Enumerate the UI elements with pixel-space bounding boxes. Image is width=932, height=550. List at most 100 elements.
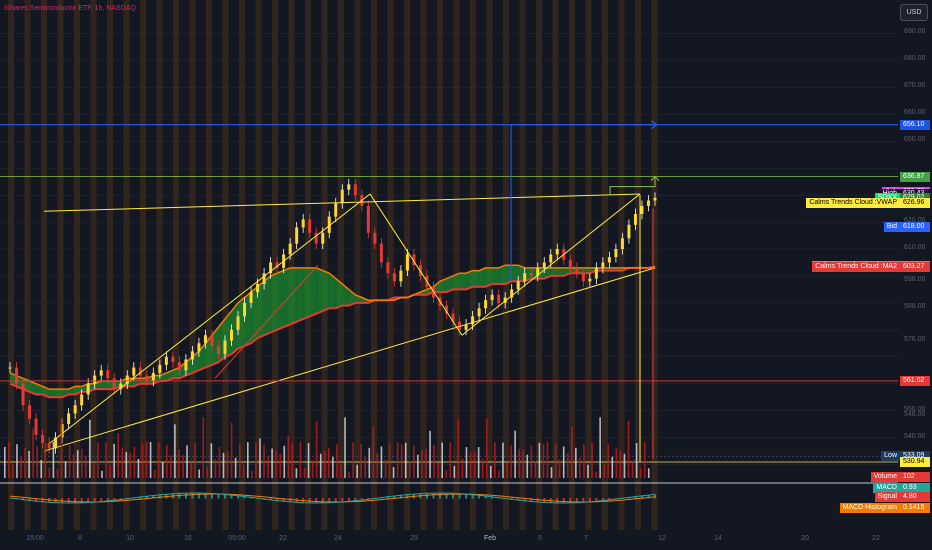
time-axis-label: Feb xyxy=(484,535,496,542)
macd-histogram-bar xyxy=(426,493,428,498)
candle-body xyxy=(165,357,168,365)
cloud-segment xyxy=(316,268,323,314)
volume-bar xyxy=(433,445,435,478)
volume-bar xyxy=(146,441,148,478)
price-axis-label: 650.00 xyxy=(904,136,925,143)
cloud-segment xyxy=(473,271,480,287)
volume-bar xyxy=(381,446,383,478)
candle-body xyxy=(556,249,559,254)
time-axis-label: 7 xyxy=(584,535,588,542)
volume-bar xyxy=(198,470,200,478)
candle-body xyxy=(256,284,259,292)
volume-bar xyxy=(425,449,427,478)
candle-body xyxy=(497,295,500,303)
volume-bar xyxy=(494,442,496,478)
volume-bar xyxy=(162,462,164,478)
candle-body xyxy=(87,384,90,395)
cloud-segment xyxy=(271,273,278,332)
candle-body xyxy=(621,238,624,249)
volume-bar xyxy=(328,448,330,478)
volume-bar xyxy=(340,464,342,478)
volume-bar xyxy=(304,468,306,478)
candle-body xyxy=(634,214,637,225)
session-band xyxy=(652,0,658,530)
volume-bar xyxy=(231,423,233,478)
macd-histogram-bar xyxy=(432,493,434,498)
volume-bar xyxy=(130,453,132,478)
volume-bar xyxy=(247,442,249,478)
price-axis-label: 588.00 xyxy=(904,303,925,310)
volume-bar xyxy=(259,439,261,478)
session-band xyxy=(124,0,130,530)
red-line-price-tag: 561.02 xyxy=(900,376,930,386)
candle-body xyxy=(354,184,357,195)
cloud-segment xyxy=(297,268,304,322)
candle-body xyxy=(132,368,135,376)
volume-bar xyxy=(620,451,622,478)
yellow-line-price-tag: 530.94 xyxy=(900,457,930,467)
price-axis-label: 660.00 xyxy=(904,109,925,116)
volume-bar xyxy=(526,455,528,478)
time-axis-label: 14 xyxy=(714,535,722,542)
volume-bar xyxy=(300,442,302,478)
volume-bar xyxy=(563,446,565,478)
bid-price-tag: 618.00 xyxy=(900,222,930,232)
volume-bar xyxy=(364,458,366,478)
candle-body xyxy=(347,184,350,189)
price-axis-label: 540.00 xyxy=(904,433,925,440)
time-axis-label: 8 xyxy=(78,535,82,542)
volume-bar xyxy=(498,470,500,478)
cloud-segment xyxy=(277,271,284,330)
volume-bar xyxy=(207,467,209,478)
candle-body xyxy=(93,376,96,384)
price-axis-label: 680.00 xyxy=(904,55,925,62)
candle-body xyxy=(484,300,487,308)
volume-bar xyxy=(40,460,42,478)
session-band xyxy=(470,0,476,530)
session-band xyxy=(223,0,229,530)
candle-body xyxy=(224,341,227,354)
candle-body xyxy=(48,443,51,448)
volume-bar xyxy=(344,417,346,478)
candle-body xyxy=(35,419,38,435)
candle-body xyxy=(74,405,77,413)
candle-body xyxy=(517,281,520,289)
candle-body xyxy=(22,384,25,406)
volume-bar xyxy=(555,443,557,478)
volume-bar xyxy=(255,442,257,478)
session-band xyxy=(619,0,625,530)
vwap-name-tag: Calms Trends Cloud :VWAP xyxy=(806,198,900,208)
volume-bar xyxy=(134,447,136,478)
candle-body xyxy=(341,190,344,203)
volume-bar xyxy=(377,453,379,478)
cloud-segment xyxy=(264,276,271,335)
volume-bar xyxy=(36,446,38,478)
volume-bar xyxy=(628,421,630,478)
volume-bar xyxy=(445,470,447,478)
candle-body xyxy=(530,273,533,276)
volume-bar xyxy=(211,443,213,478)
price-axis-label: 598.00 xyxy=(904,276,925,283)
volume-bar xyxy=(182,455,184,478)
candle-body xyxy=(393,273,396,281)
volume-bar xyxy=(81,449,83,478)
session-band xyxy=(289,0,295,530)
volume-bar xyxy=(587,465,589,478)
volume-bar xyxy=(599,417,601,478)
volume-bar xyxy=(296,468,298,478)
volume-bar xyxy=(219,447,221,478)
volume-bar xyxy=(142,444,144,478)
currency-button[interactable]: USD xyxy=(900,4,928,21)
volume-bar xyxy=(389,443,391,478)
volume-bar xyxy=(543,444,545,478)
volume-bar xyxy=(126,452,128,478)
time-axis-label: 29 xyxy=(410,535,418,542)
volume-bar xyxy=(373,426,375,478)
volume-bar xyxy=(478,447,480,478)
volume-bar xyxy=(514,431,516,478)
volume-bar xyxy=(332,457,334,478)
volume-bar xyxy=(279,454,281,478)
cloud-segment xyxy=(551,268,558,276)
